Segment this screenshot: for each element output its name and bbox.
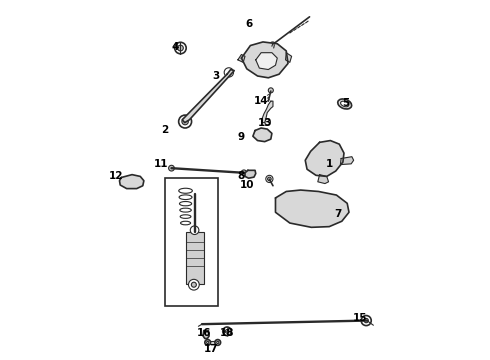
Polygon shape — [203, 330, 209, 338]
Polygon shape — [245, 170, 256, 178]
Circle shape — [204, 330, 208, 334]
Circle shape — [215, 339, 221, 345]
Ellipse shape — [180, 215, 191, 219]
Circle shape — [189, 279, 199, 290]
Circle shape — [322, 202, 338, 217]
Circle shape — [338, 202, 343, 208]
Text: 11: 11 — [153, 159, 168, 169]
Polygon shape — [341, 157, 354, 165]
Text: 15: 15 — [352, 313, 367, 323]
Circle shape — [268, 177, 271, 181]
Text: 3: 3 — [213, 71, 220, 81]
Bar — [166, 178, 219, 306]
Circle shape — [205, 339, 211, 345]
Text: 18: 18 — [220, 328, 234, 338]
Text: 4: 4 — [172, 42, 179, 52]
Text: 2: 2 — [161, 125, 168, 135]
Text: 12: 12 — [109, 171, 123, 181]
Ellipse shape — [180, 208, 191, 212]
Bar — [186, 232, 203, 284]
Circle shape — [266, 175, 273, 183]
Circle shape — [323, 156, 329, 161]
Circle shape — [207, 341, 209, 343]
Ellipse shape — [180, 221, 191, 225]
Ellipse shape — [261, 56, 272, 63]
Polygon shape — [275, 190, 349, 227]
Circle shape — [247, 171, 254, 177]
Bar — [207, 341, 218, 344]
Circle shape — [182, 118, 188, 125]
Ellipse shape — [258, 131, 268, 137]
Circle shape — [175, 42, 186, 54]
Circle shape — [192, 282, 196, 287]
Circle shape — [217, 341, 219, 343]
Text: 16: 16 — [196, 328, 211, 338]
Polygon shape — [262, 101, 273, 123]
Polygon shape — [305, 140, 344, 176]
Text: 14: 14 — [254, 96, 269, 106]
Circle shape — [326, 206, 334, 213]
Ellipse shape — [341, 101, 349, 107]
Circle shape — [265, 119, 270, 125]
Polygon shape — [120, 175, 144, 189]
Circle shape — [225, 329, 229, 333]
Text: 1: 1 — [326, 159, 333, 169]
Polygon shape — [256, 53, 277, 69]
Circle shape — [223, 327, 231, 336]
Circle shape — [224, 68, 234, 77]
Circle shape — [269, 88, 273, 93]
Circle shape — [361, 316, 371, 325]
Text: 9: 9 — [238, 132, 245, 142]
Text: 6: 6 — [245, 19, 252, 29]
Ellipse shape — [179, 202, 192, 206]
Circle shape — [285, 199, 291, 204]
Text: 13: 13 — [257, 118, 272, 128]
Polygon shape — [182, 69, 234, 123]
Polygon shape — [286, 53, 292, 62]
Circle shape — [179, 115, 192, 128]
Polygon shape — [238, 54, 245, 62]
Polygon shape — [242, 42, 288, 78]
Circle shape — [301, 202, 311, 212]
Circle shape — [169, 165, 174, 171]
Circle shape — [270, 42, 276, 48]
Polygon shape — [318, 175, 329, 184]
Ellipse shape — [179, 195, 192, 199]
Polygon shape — [253, 128, 272, 141]
Text: 10: 10 — [240, 180, 254, 190]
Ellipse shape — [179, 188, 193, 193]
Text: 8: 8 — [238, 171, 245, 181]
Ellipse shape — [338, 99, 352, 109]
Circle shape — [364, 319, 368, 323]
Circle shape — [177, 45, 183, 51]
Circle shape — [241, 170, 247, 176]
Text: 7: 7 — [335, 209, 342, 219]
Circle shape — [127, 177, 136, 186]
Circle shape — [190, 226, 199, 234]
Circle shape — [296, 197, 316, 217]
Text: 17: 17 — [204, 344, 218, 354]
Text: 5: 5 — [342, 98, 349, 108]
Circle shape — [319, 152, 333, 165]
